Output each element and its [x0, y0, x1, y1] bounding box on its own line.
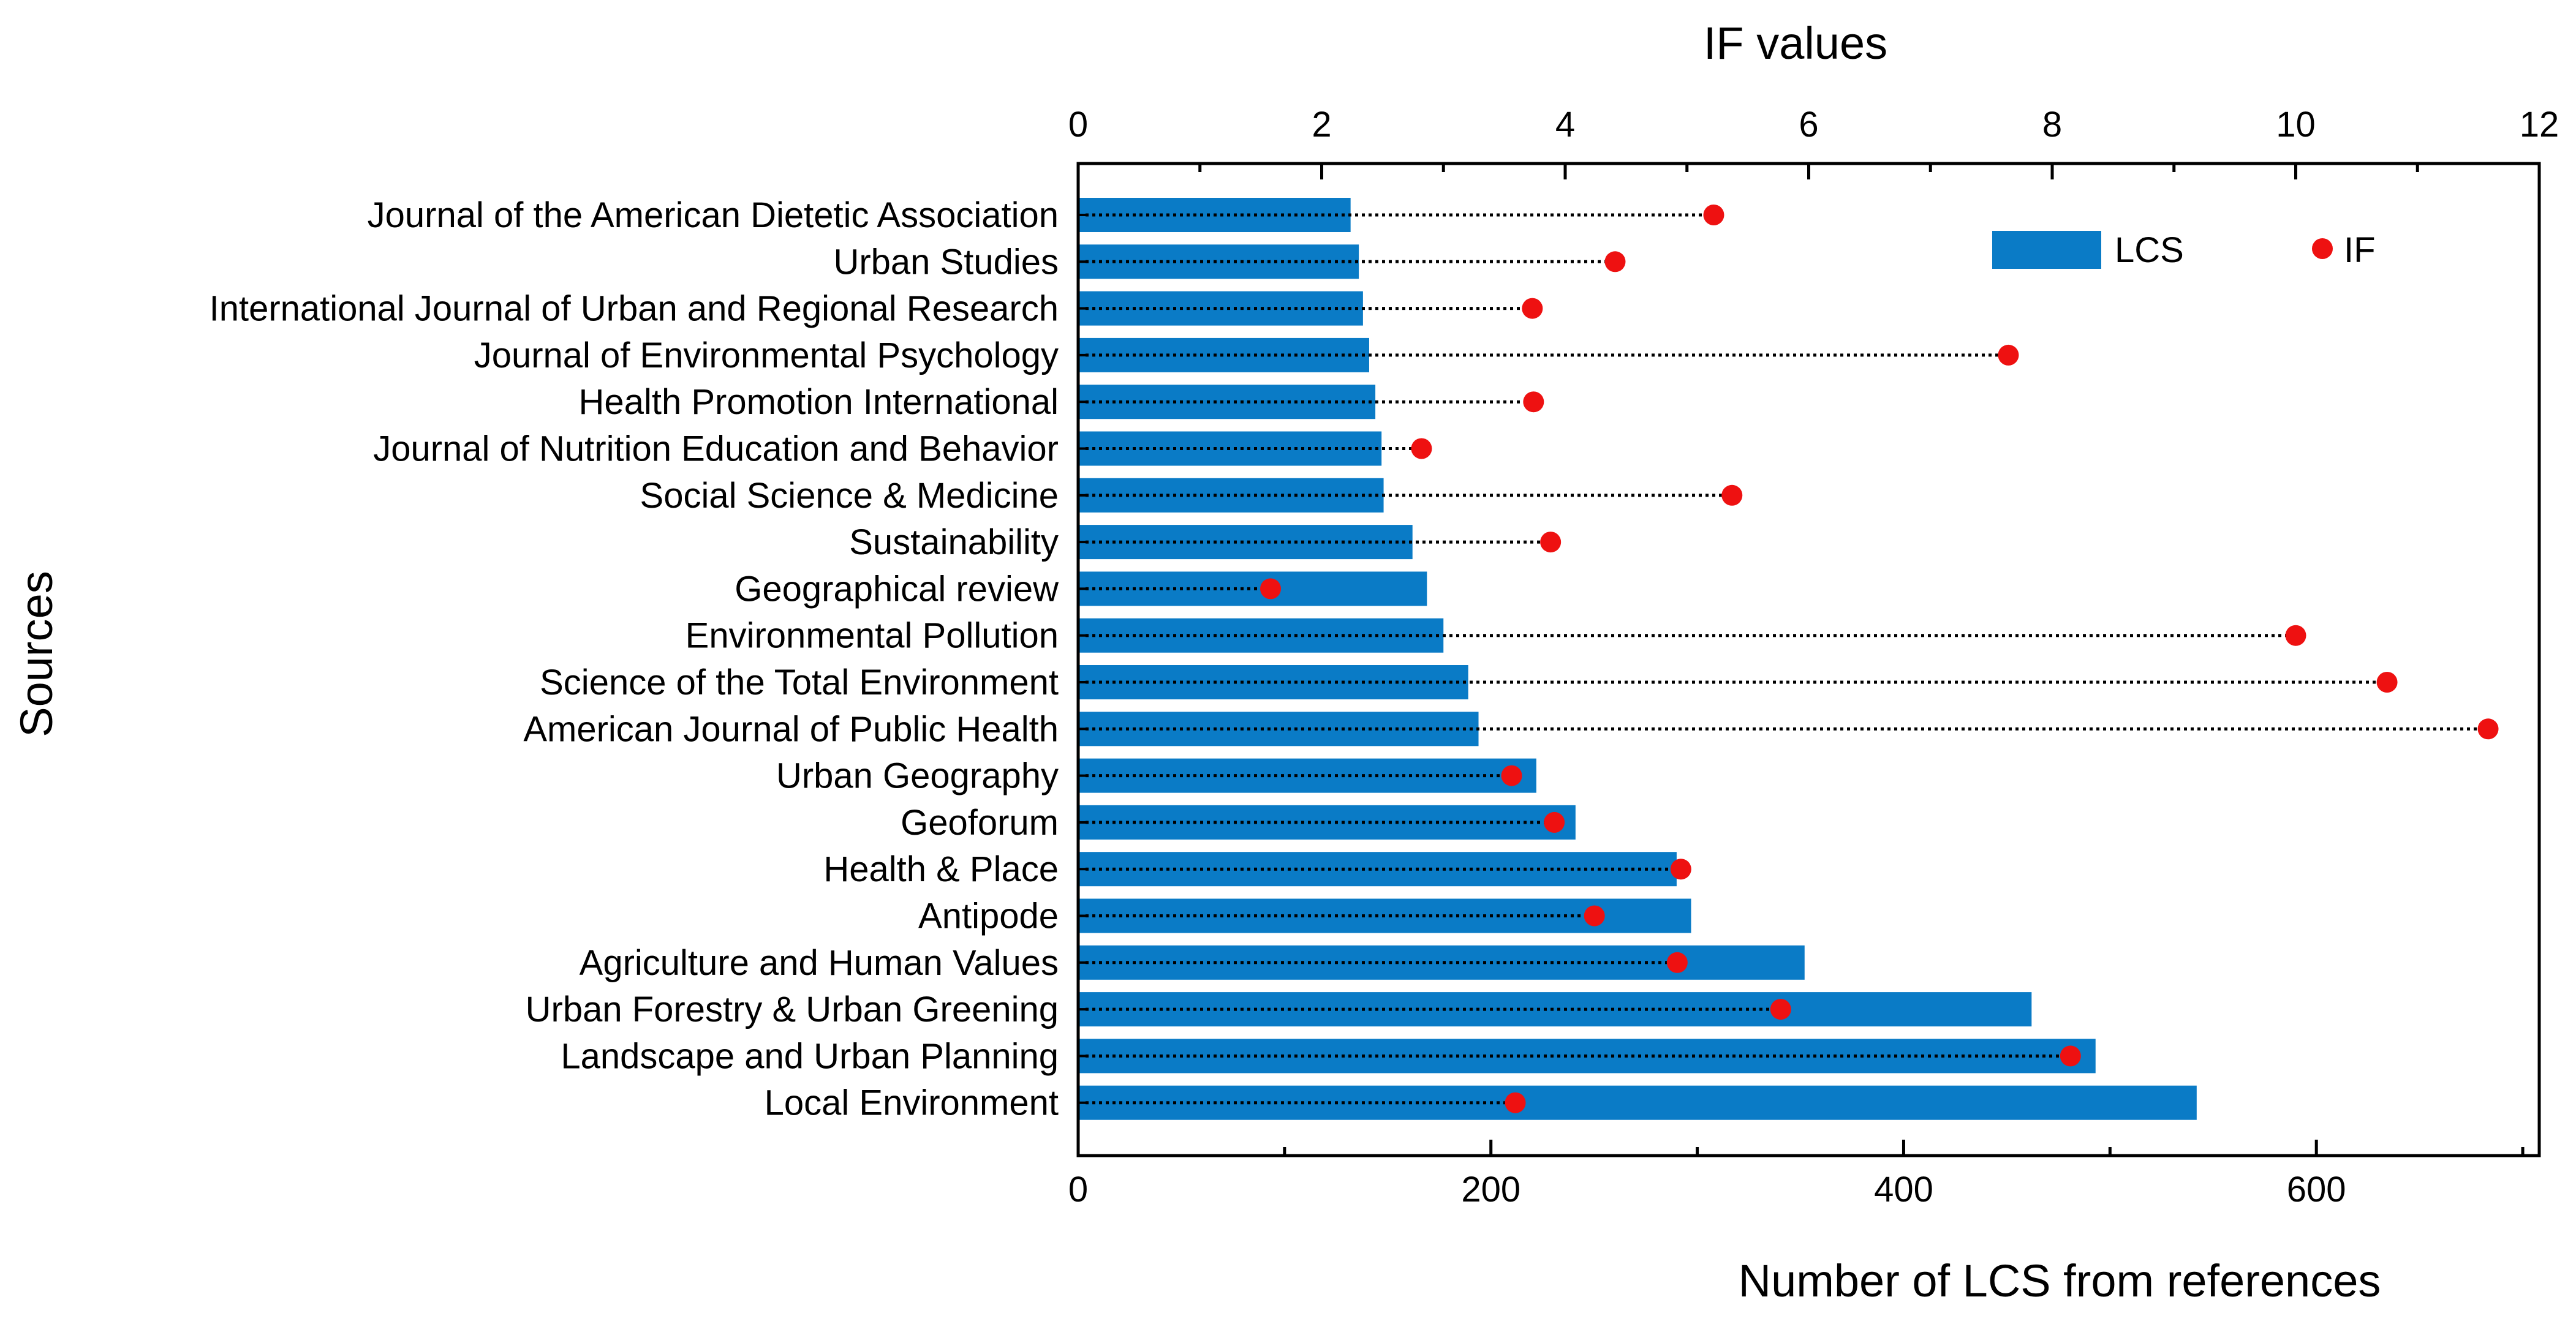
lcs-bars [1078, 198, 2197, 1120]
if-point [2060, 1045, 2081, 1067]
top-tick-label: 0 [1068, 105, 1088, 145]
category-label: Urban Studies [833, 242, 1059, 282]
top-tick-label: 6 [1799, 105, 1818, 145]
bottom-tick-label: 0 [1068, 1170, 1088, 1209]
category-label: American Journal of Public Health [523, 709, 1059, 749]
category-label: Urban Forestry & Urban Greening [526, 990, 1059, 1029]
if-point [1260, 578, 1282, 600]
legend: LCS IF [1992, 230, 2376, 270]
top-tick-label: 10 [2276, 105, 2316, 145]
category-label: International Journal of Urban and Regio… [210, 289, 1059, 329]
y-axis-title: Sources [11, 571, 62, 737]
lcs-bar [1078, 571, 1427, 606]
lcs-bar [1078, 1085, 2197, 1120]
if-point [2376, 672, 2398, 693]
category-label: Environmental Pollution [686, 616, 1059, 656]
legend-if-marker [2312, 238, 2333, 259]
top-tick-label: 2 [1312, 105, 1331, 145]
category-label: Agriculture and Human Values [580, 943, 1059, 983]
if-point [1505, 1092, 1526, 1113]
if-dots [1086, 205, 2499, 1113]
if-point [1770, 999, 1791, 1020]
if-point [1670, 859, 1691, 880]
category-label: Journal of the American Dietetic Associa… [368, 195, 1059, 235]
category-label: Landscape and Urban Planning [561, 1036, 1059, 1076]
category-label: Health Promotion International [579, 382, 1059, 422]
top-tick-label: 12 [2520, 105, 2559, 145]
if-point [1501, 765, 1522, 786]
if-point [1411, 438, 1432, 459]
if-point [1721, 484, 1743, 506]
top-axis-title: IF values [1704, 18, 1887, 69]
category-label: Social Science & Medicine [640, 476, 1059, 516]
category-label: Antipode [918, 897, 1059, 936]
category-label: Journal of Environmental Psychology [474, 336, 1059, 375]
if-point [1522, 298, 1543, 319]
category-label: Sustainability [849, 522, 1059, 562]
lcs-bar [1078, 992, 2032, 1027]
if-point [1523, 391, 1544, 413]
axis-ticks: 0 200 400 600 0 2 4 6 8 10 12 [1068, 105, 2559, 1209]
category-label: Science of the Total Environment [540, 663, 1059, 702]
lcs-bar [1078, 805, 1576, 840]
lcs-bar [1078, 478, 1384, 513]
top-tick-label: 8 [2042, 105, 2062, 145]
lcs-bar [1078, 244, 1359, 279]
category-label: Journal of Nutrition Education and Behav… [373, 429, 1059, 469]
category-label: Urban Geography [776, 756, 1059, 796]
if-point [1540, 532, 1562, 553]
legend-if-label: IF [2344, 230, 2376, 270]
if-point [2285, 625, 2306, 646]
legend-lcs-label: LCS [2115, 230, 2184, 270]
if-point [1604, 251, 1626, 273]
legend-lcs-swatch [1992, 231, 2101, 269]
if-point [1703, 205, 1724, 225]
bottom-tick-label: 400 [1874, 1170, 1933, 1209]
if-point [2477, 718, 2499, 740]
bottom-tick-label: 600 [2287, 1170, 2346, 1209]
bottom-tick-label: 200 [1461, 1170, 1520, 1209]
if-point [1544, 811, 1565, 833]
bottom-axis-title: Number of LCS from references [1739, 1255, 2381, 1306]
category-label: Local Environment [765, 1083, 1059, 1123]
category-labels: Journal of the American Dietetic Associa… [210, 195, 1060, 1123]
if-point [1998, 344, 2019, 366]
category-label: Geographical review [735, 569, 1059, 609]
if-point [1584, 905, 1605, 927]
category-label: Health & Place [823, 849, 1059, 889]
top-tick-label: 4 [1555, 105, 1575, 145]
if-point [1666, 952, 1688, 973]
category-label: Geoforum [901, 803, 1059, 843]
